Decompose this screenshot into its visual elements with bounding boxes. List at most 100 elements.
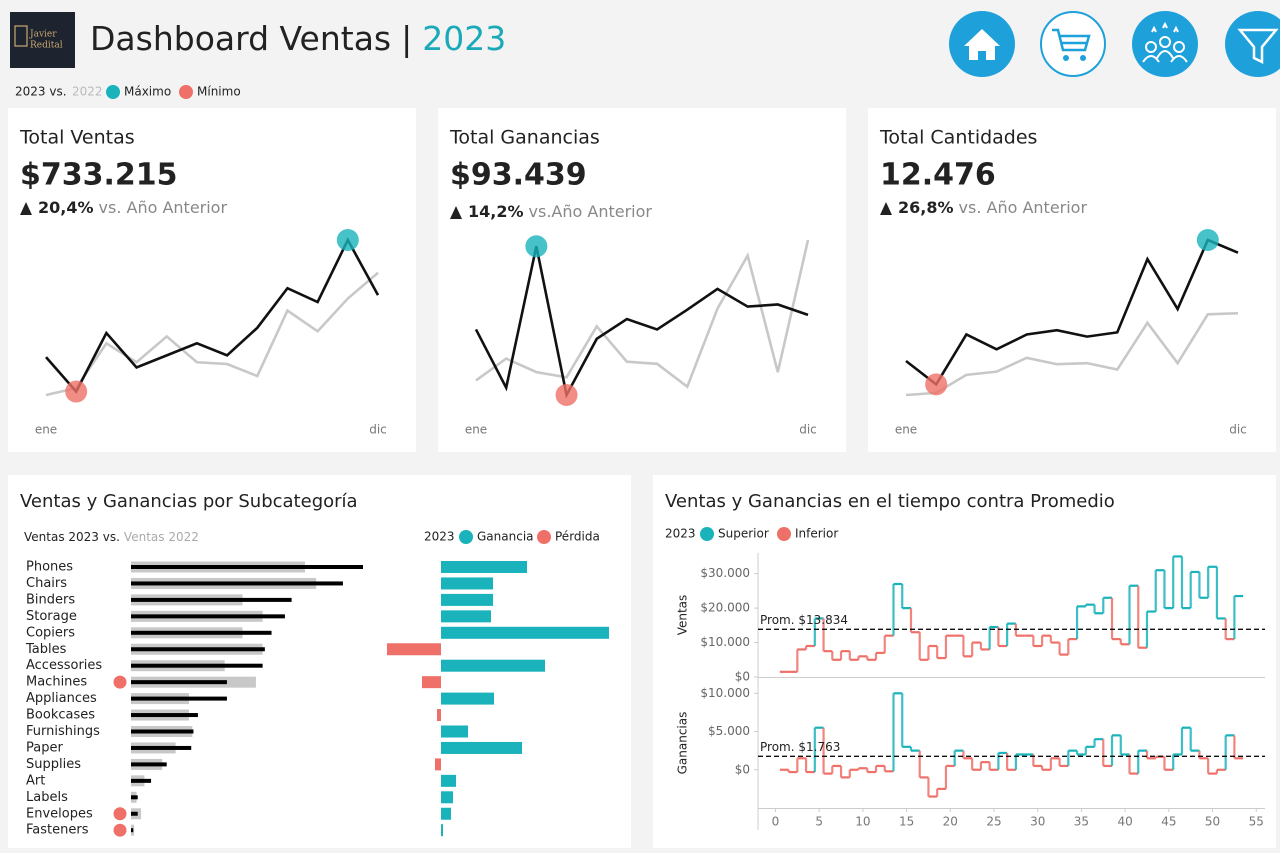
chart-title: Ventas y Ganancias por Subcategoría: [20, 491, 358, 512]
profit-bar: [441, 659, 545, 672]
profit-bar: [422, 676, 441, 689]
home-icon[interactable]: [964, 29, 1000, 60]
bar-current: [131, 811, 138, 816]
title-separator: |: [401, 19, 412, 58]
x-tick-label: 45: [1161, 815, 1176, 829]
legend-max: Máximo: [124, 85, 171, 99]
y-tick-label: $5.000: [708, 724, 750, 738]
change-comparison: vs.Año Anterior: [529, 202, 653, 221]
y-tick-label: $0: [735, 670, 750, 684]
decline-dot: [113, 807, 127, 821]
profit-bar: [441, 593, 493, 606]
y-tick-label: $10.000: [700, 635, 750, 649]
cart-icon[interactable]: [1052, 28, 1091, 52]
bar-current: [131, 713, 198, 718]
x-tick-label: 30: [1030, 815, 1045, 829]
profit-bar: [441, 791, 453, 804]
logo-text: Javier: [29, 30, 57, 40]
card: [653, 475, 1276, 848]
change-arrow: [880, 202, 892, 215]
legend-previous: Ventas 2022: [124, 530, 199, 544]
change-arrow: [450, 206, 462, 219]
change-value: 26,8%: [898, 198, 954, 217]
kpi-title: Total Ventas: [19, 127, 135, 149]
change-value: 20,4%: [38, 198, 94, 217]
legend-label: Ganancia: [477, 530, 534, 544]
kpi-value: $93.439: [450, 158, 587, 193]
bar-current: [131, 762, 167, 767]
profit-bar: [441, 610, 491, 623]
x-tick-label: 0: [772, 815, 780, 829]
logo: [10, 12, 75, 68]
filter-button[interactable]: [1225, 11, 1280, 77]
bar-current: [131, 828, 134, 833]
profit-bar: [441, 725, 468, 738]
series-line: [905, 238, 1239, 387]
x-tick-label: 5: [815, 815, 823, 829]
button-circle[interactable]: [1132, 11, 1198, 77]
category-label: Chairs: [26, 576, 67, 591]
profit-bar: [441, 774, 456, 787]
kpi-value: 12.476: [880, 158, 996, 193]
category-label: Paper: [26, 740, 63, 755]
change-comparison: vs. Año Anterior: [959, 198, 1088, 217]
profit-bar: [441, 741, 522, 754]
legend-min-dot: [179, 85, 193, 99]
x-tick-label: 20: [943, 815, 958, 829]
legend-label: Superior: [718, 527, 769, 541]
category-label: Phones: [26, 560, 73, 575]
legend-dot: [537, 530, 551, 544]
bar-current: [131, 647, 265, 652]
category-label: Envelopes: [26, 806, 93, 821]
max-marker: [1196, 229, 1219, 251]
x-tick-label: 35: [1074, 815, 1089, 829]
y-axis-title: Ganancias: [676, 712, 690, 775]
cart-wheel[interactable]: [1063, 55, 1069, 61]
category-label: Machines: [26, 675, 87, 690]
logo-mark: [14, 25, 28, 47]
profit-bar: [437, 709, 441, 722]
home-button[interactable]: [949, 11, 1015, 77]
bar-current: [131, 630, 272, 635]
legend-label: Inferior: [795, 527, 838, 541]
legend-max-dot: [106, 85, 120, 99]
kpi-title: Total Ganancias: [449, 127, 600, 149]
legend-title: 2023: [424, 530, 455, 544]
category-label: Art: [26, 773, 45, 788]
card: [438, 108, 846, 452]
y-tick-label: $20.000: [700, 601, 750, 615]
x-tick-label: dic: [369, 423, 387, 437]
change-value: 14,2%: [468, 202, 524, 221]
profit-bar: [441, 692, 494, 705]
max-marker: [525, 235, 548, 258]
bar-current: [131, 778, 152, 783]
team-button[interactable]: [1132, 11, 1198, 77]
filter-icon[interactable]: [1237, 28, 1279, 65]
series-line: [45, 271, 379, 397]
kpi-value: $733.215: [20, 158, 178, 193]
category-label: Accessories: [26, 658, 102, 673]
cart-button[interactable]: [1040, 11, 1106, 77]
x-tick-label: dic: [1229, 423, 1247, 437]
kpi-change: 14,2% vs.Año Anterior: [468, 202, 652, 221]
x-tick-label: dic: [799, 423, 817, 437]
series-line: [45, 237, 380, 394]
title-year: 2023: [422, 19, 506, 58]
category-label: Storage: [26, 609, 77, 624]
bar-current: [131, 565, 363, 569]
x-tick-label: 40: [1117, 815, 1132, 829]
bar-current: [131, 745, 192, 750]
title-text: Dashboard Ventas: [90, 19, 391, 58]
category-label: Labels: [26, 790, 68, 805]
team-icon[interactable]: [1142, 21, 1188, 63]
profit-bar: [441, 824, 443, 837]
page-title: Dashboard Ventas | 2023: [90, 19, 506, 58]
category-label: Appliances: [26, 691, 97, 706]
series-line: [475, 239, 810, 389]
y-tick-label: $0: [735, 762, 750, 776]
y-tick-label: $10.000: [700, 686, 750, 700]
kpi-change: 26,8% vs. Año Anterior: [898, 198, 1087, 217]
cart-wheel[interactable]: [1080, 55, 1086, 61]
